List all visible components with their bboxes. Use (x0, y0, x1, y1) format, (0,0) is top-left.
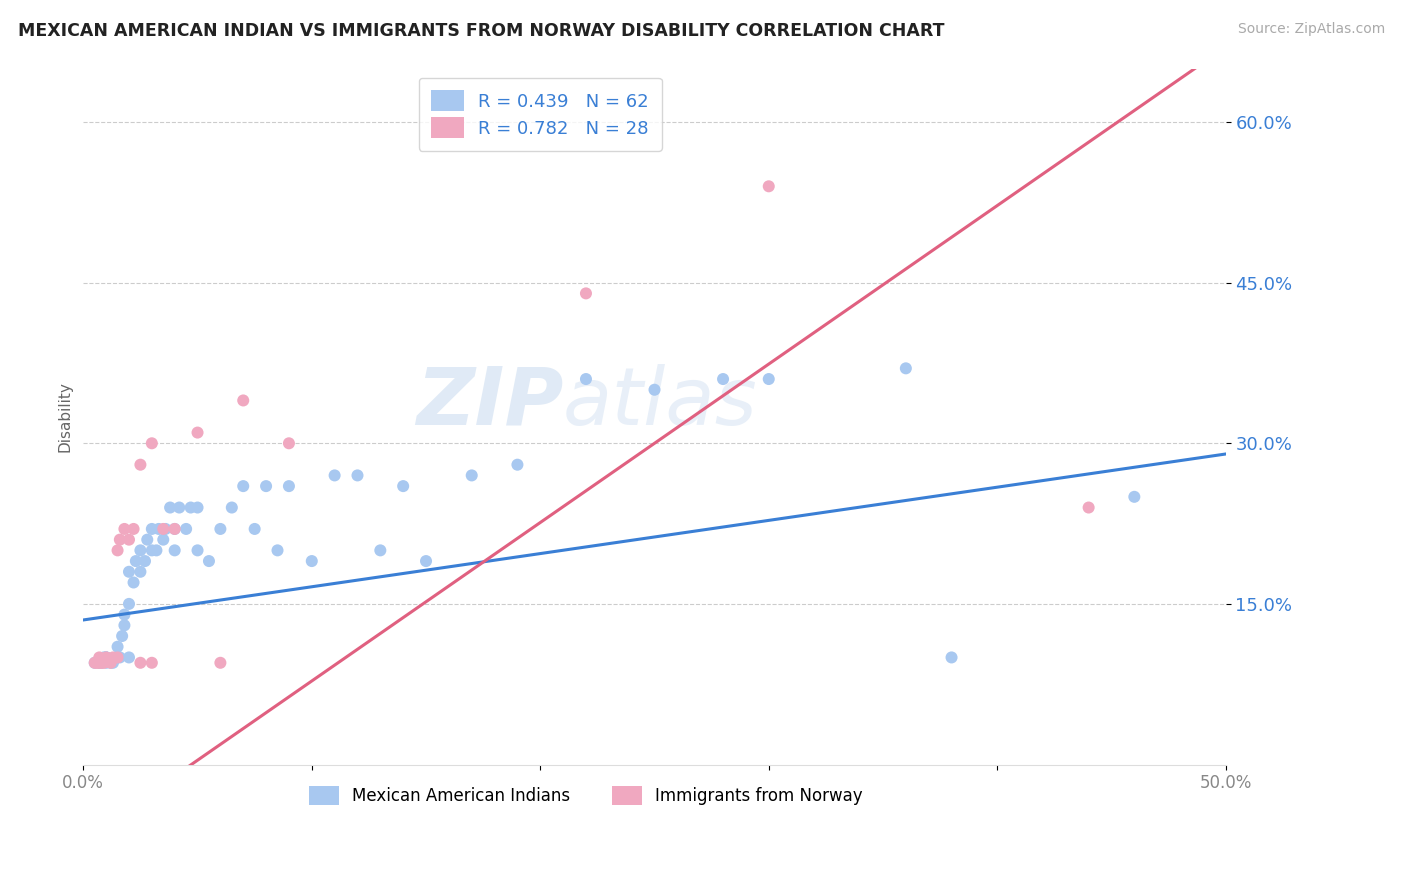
Point (129, 656, 152, 670)
Point (86, 656, 108, 670)
Point (758, 372, 780, 386)
Text: ZIP: ZIP (416, 364, 564, 442)
Point (141, 543, 163, 558)
Point (148, 522, 170, 536)
Point (122, 575, 145, 590)
Point (1077, 500, 1099, 515)
Point (107, 650, 129, 665)
Point (134, 554, 156, 568)
Point (711, 372, 734, 386)
Point (198, 554, 221, 568)
Point (232, 393, 254, 408)
Legend: Mexican American Indians, Immigrants from Norway: Mexican American Indians, Immigrants fro… (299, 776, 873, 815)
Point (758, 179, 780, 194)
Point (118, 533, 141, 547)
Point (122, 522, 145, 536)
Point (94, 650, 117, 665)
Point (129, 565, 152, 579)
Point (186, 500, 208, 515)
Point (370, 543, 392, 558)
Point (152, 533, 174, 547)
Point (141, 656, 163, 670)
Point (506, 458, 529, 472)
Point (129, 543, 152, 558)
Point (90, 656, 112, 670)
Point (90, 656, 112, 670)
Point (112, 607, 135, 622)
Point (93, 650, 115, 665)
Point (108, 650, 131, 665)
Point (180, 500, 202, 515)
Point (94, 650, 117, 665)
Point (167, 500, 190, 515)
Point (221, 500, 243, 515)
Point (163, 543, 186, 558)
Point (575, 372, 598, 386)
Point (232, 479, 254, 493)
Point (108, 533, 131, 547)
Text: Source: ZipAtlas.com: Source: ZipAtlas.com (1237, 22, 1385, 37)
Point (392, 479, 415, 493)
Point (254, 479, 277, 493)
Point (94, 650, 117, 665)
Point (94, 656, 117, 670)
Point (94, 650, 117, 665)
Point (152, 522, 174, 536)
Point (575, 286, 598, 301)
Point (266, 543, 288, 558)
Point (100, 656, 122, 670)
Point (209, 656, 232, 670)
Point (415, 554, 437, 568)
Point (141, 436, 163, 450)
Point (141, 522, 163, 536)
Point (145, 543, 167, 558)
Point (323, 468, 346, 483)
Text: atlas: atlas (564, 364, 758, 442)
Point (111, 629, 134, 643)
Y-axis label: Disability: Disability (58, 381, 72, 452)
Point (1123, 490, 1146, 504)
Point (277, 436, 299, 450)
Point (277, 479, 299, 493)
Point (118, 565, 141, 579)
Point (346, 468, 368, 483)
Point (107, 543, 129, 558)
Point (136, 533, 159, 547)
Text: MEXICAN AMERICAN INDIAN VS IMMIGRANTS FROM NORWAY DISABILITY CORRELATION CHART: MEXICAN AMERICAN INDIAN VS IMMIGRANTS FR… (18, 22, 945, 40)
Point (163, 522, 186, 536)
Point (301, 554, 323, 568)
Point (101, 650, 124, 665)
Point (93, 656, 115, 670)
Point (186, 425, 208, 440)
Point (112, 522, 135, 536)
Point (89, 650, 111, 665)
Point (101, 656, 124, 670)
Point (644, 383, 666, 397)
Point (159, 500, 181, 515)
Point (118, 597, 141, 611)
Point (894, 361, 917, 376)
Point (118, 650, 141, 665)
Point (89, 656, 111, 670)
Point (107, 650, 129, 665)
Point (174, 522, 197, 536)
Point (83, 656, 105, 670)
Point (243, 522, 266, 536)
Point (125, 554, 148, 568)
Point (186, 543, 208, 558)
Point (112, 618, 135, 632)
Point (209, 522, 232, 536)
Point (83, 656, 105, 670)
Point (461, 468, 484, 483)
Point (163, 522, 186, 536)
Point (155, 522, 177, 536)
Point (107, 640, 129, 654)
Point (89, 656, 111, 670)
Point (100, 656, 122, 670)
Point (941, 650, 963, 665)
Point (129, 458, 152, 472)
